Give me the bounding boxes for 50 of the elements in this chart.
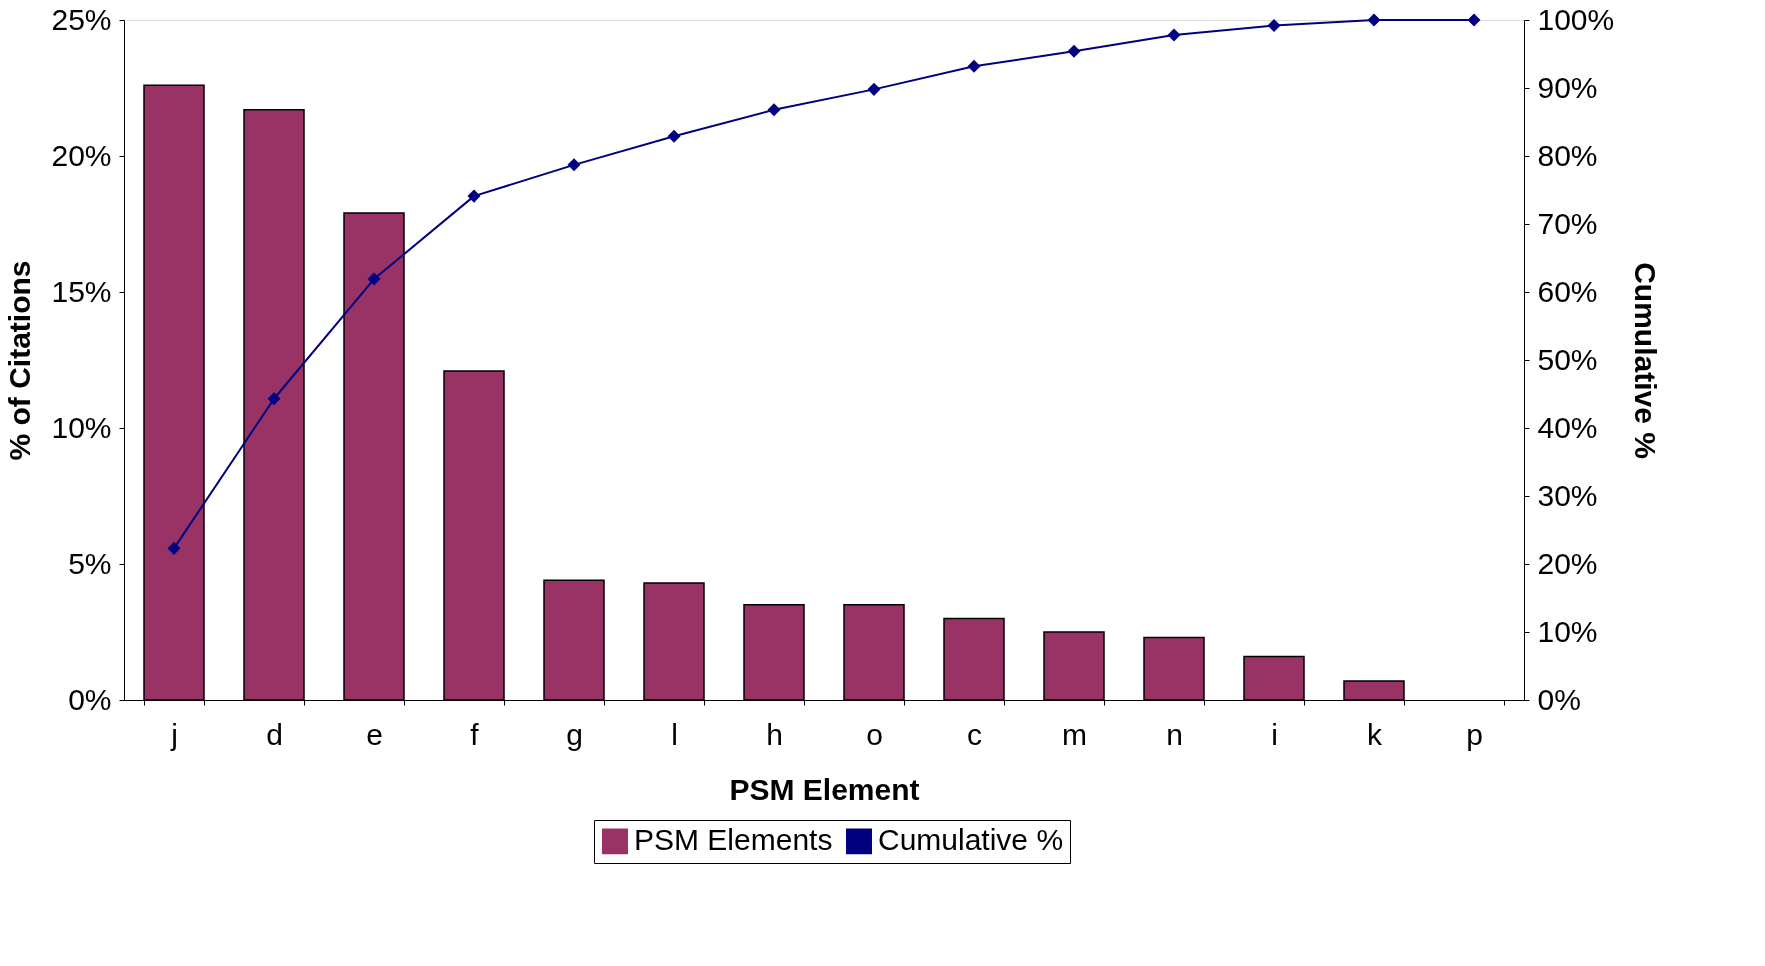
y2-tick-label: 10% <box>1537 614 1598 648</box>
x-tick-label: n <box>1166 717 1183 751</box>
point <box>567 158 581 172</box>
point <box>667 129 681 143</box>
point <box>167 541 181 555</box>
x-tick-label: o <box>866 717 883 751</box>
y2-axis-title: Cumulative % <box>1629 262 1663 459</box>
point <box>867 82 881 96</box>
x-tick-label: k <box>1367 717 1383 751</box>
x-tick-label: p <box>1466 717 1483 751</box>
point <box>467 189 481 203</box>
point <box>367 272 381 286</box>
point <box>267 392 281 406</box>
legend-label: Cumulative % <box>878 823 1064 857</box>
y2-tick-label: 50% <box>1537 342 1598 376</box>
x-tick-label: i <box>1271 717 1278 751</box>
point <box>1067 44 1081 58</box>
y2-tick-label: 60% <box>1537 274 1598 308</box>
point <box>1367 13 1381 27</box>
y2-tick-label: 0% <box>1537 682 1581 716</box>
y2-tick-label: 30% <box>1537 478 1598 512</box>
y-tick-label: 5% <box>68 546 112 580</box>
y-tick-label: 25% <box>51 2 112 36</box>
point <box>1467 13 1481 27</box>
x-tick-label: l <box>671 717 678 751</box>
y2-tick-label: 40% <box>1537 410 1598 444</box>
point <box>967 59 981 73</box>
x-tick-label: c <box>967 717 982 751</box>
point <box>1267 18 1281 32</box>
point <box>1167 28 1181 42</box>
y-tick-label: 20% <box>51 138 112 172</box>
y-tick-label: 0% <box>68 682 112 716</box>
x-tick-label: m <box>1062 717 1087 751</box>
y2-tick-label: 20% <box>1537 546 1598 580</box>
y2-tick-label: 100% <box>1537 2 1615 36</box>
y-tick-label: 15% <box>51 274 112 308</box>
y2-tick-label: 80% <box>1537 138 1598 172</box>
x-tick-label: g <box>566 717 583 751</box>
y2-tick-label: 90% <box>1537 70 1598 104</box>
y2-tick-label: 70% <box>1537 206 1598 240</box>
x-tick-label: h <box>766 717 783 751</box>
y-tick-label: 10% <box>51 410 112 444</box>
x-tick-label: d <box>266 717 283 751</box>
x-axis-title: PSM Element <box>729 772 920 806</box>
x-tick-label: f <box>470 717 480 751</box>
legend-label: PSM Elements <box>634 823 833 857</box>
y-axis-title: % of Citations <box>3 260 37 461</box>
x-tick-label: j <box>170 717 178 751</box>
x-tick-label: e <box>366 717 383 751</box>
point <box>767 103 781 117</box>
